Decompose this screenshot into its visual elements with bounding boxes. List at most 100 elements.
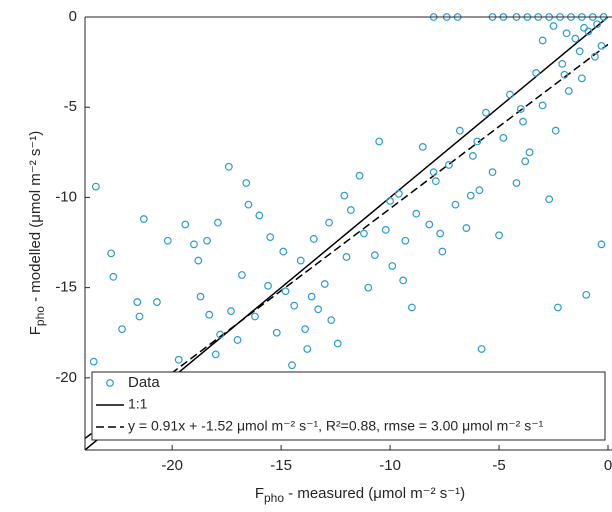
data-point bbox=[237, 271, 246, 279]
data-point bbox=[320, 280, 329, 288]
legend-box bbox=[91, 371, 606, 441]
data-point bbox=[214, 218, 222, 227]
data-point bbox=[211, 350, 220, 359]
data-point bbox=[264, 281, 272, 290]
data-point bbox=[521, 157, 530, 166]
data-point bbox=[401, 236, 410, 245]
data-point bbox=[194, 256, 203, 265]
data-point bbox=[386, 197, 394, 205]
data-point bbox=[495, 231, 503, 240]
data-point bbox=[593, 20, 602, 29]
data-point bbox=[290, 301, 299, 310]
data-point bbox=[418, 142, 427, 151]
data-point bbox=[551, 126, 560, 135]
data-point bbox=[340, 191, 349, 200]
data-point bbox=[388, 262, 397, 270]
data-point bbox=[512, 179, 521, 187]
data-point bbox=[190, 240, 198, 249]
data-point bbox=[163, 236, 172, 245]
data-point bbox=[370, 251, 379, 260]
y-axis-label: Fpho - modelled (μmol m⁻² s⁻¹) bbox=[27, 131, 47, 336]
x-tick-label: -5 bbox=[492, 457, 505, 474]
data-point bbox=[429, 168, 438, 177]
data-point bbox=[475, 186, 484, 195]
data-point bbox=[482, 108, 490, 117]
data-point bbox=[499, 133, 508, 142]
data-point bbox=[473, 137, 482, 146]
data-point bbox=[455, 126, 464, 135]
legend: Data 1:1 y = 0.91x + -1.52 μmol m⁻² s⁻¹, R… bbox=[91, 371, 606, 441]
data-point bbox=[580, 23, 588, 32]
data-point bbox=[242, 179, 251, 187]
x-tick-label: 0 bbox=[604, 457, 612, 474]
data-point bbox=[597, 240, 606, 249]
data-point bbox=[558, 60, 567, 68]
data-point bbox=[532, 69, 540, 77]
data-point bbox=[333, 339, 342, 348]
data-point bbox=[196, 292, 205, 301]
data-point bbox=[153, 298, 161, 306]
data-point bbox=[553, 303, 562, 312]
legend-label: y = 0.91x + -1.52 μmol m⁻² s⁻¹, R²=0.88,… bbox=[128, 418, 544, 434]
data-point bbox=[303, 345, 312, 353]
y-tick-label: -20 bbox=[55, 369, 77, 386]
data-point bbox=[549, 22, 558, 30]
data-point bbox=[307, 292, 316, 301]
data-point bbox=[591, 52, 599, 61]
data-point bbox=[425, 220, 434, 229]
data-point bbox=[301, 325, 309, 334]
x-tick-label: -20 bbox=[161, 457, 183, 474]
data-point bbox=[360, 229, 368, 238]
data-point bbox=[255, 211, 264, 220]
data-point bbox=[538, 36, 547, 45]
data-point bbox=[525, 148, 534, 157]
data-point bbox=[438, 247, 447, 256]
data-point bbox=[381, 225, 390, 234]
data-point bbox=[135, 312, 144, 321]
data-point bbox=[325, 218, 333, 227]
data-point bbox=[203, 236, 211, 245]
data-point bbox=[181, 220, 190, 229]
data-point bbox=[477, 345, 486, 353]
legend-marker bbox=[106, 379, 114, 387]
data-point bbox=[133, 298, 142, 306]
data-point bbox=[545, 195, 554, 204]
data-point bbox=[107, 249, 116, 258]
data-point bbox=[296, 256, 305, 265]
data-point bbox=[462, 224, 471, 232]
data-point bbox=[582, 290, 591, 299]
data-point bbox=[431, 177, 440, 186]
data-point bbox=[91, 182, 100, 191]
data-point bbox=[174, 355, 183, 364]
data-point bbox=[466, 191, 475, 200]
data-point bbox=[519, 117, 527, 126]
x-tick-label: -15 bbox=[270, 457, 292, 474]
data-point bbox=[309, 235, 318, 243]
data-point bbox=[139, 215, 148, 223]
data-point bbox=[375, 137, 384, 146]
data-point bbox=[244, 200, 253, 209]
data-point bbox=[224, 162, 233, 171]
y-tick-label: 0 bbox=[69, 8, 77, 25]
data-point bbox=[488, 168, 497, 177]
data-point bbox=[342, 253, 351, 261]
legend-label: 1:1 bbox=[128, 396, 148, 412]
data-point bbox=[279, 247, 288, 256]
x-tick-label: -10 bbox=[379, 457, 401, 474]
legend-label: Data bbox=[128, 374, 160, 391]
data-point bbox=[281, 287, 290, 296]
data-point bbox=[205, 310, 214, 319]
data-point bbox=[560, 70, 569, 79]
data-point bbox=[394, 189, 403, 198]
data-point bbox=[516, 105, 525, 113]
data-point bbox=[407, 303, 416, 312]
data-point bbox=[288, 361, 296, 370]
data-point bbox=[364, 283, 373, 292]
data-point bbox=[109, 272, 118, 281]
data-point bbox=[451, 200, 460, 209]
data-point bbox=[506, 90, 514, 99]
data-point bbox=[251, 312, 259, 321]
data-point bbox=[577, 74, 586, 83]
data-point bbox=[562, 29, 571, 38]
